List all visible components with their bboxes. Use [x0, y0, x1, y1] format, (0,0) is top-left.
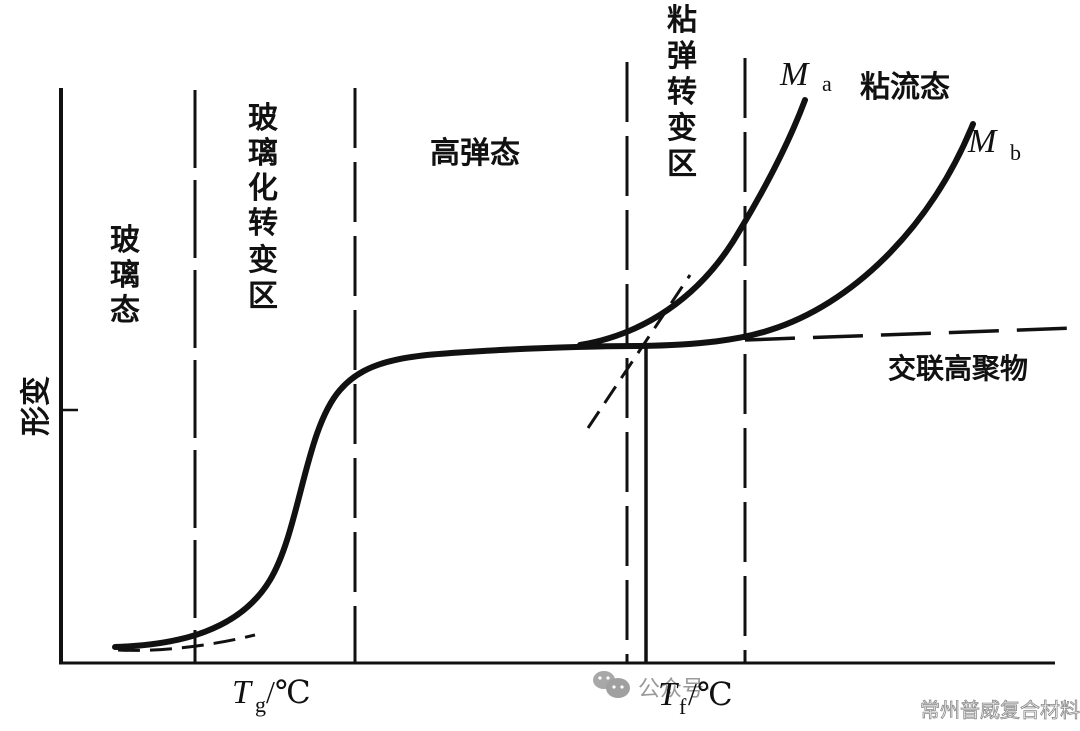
- svg-text:a: a: [822, 71, 832, 96]
- crosslinked-plateau: [744, 326, 1076, 342]
- label-glassy: 玻 璃 态: [110, 223, 140, 328]
- glassy-tangent: [117, 633, 256, 652]
- main-curve: [112, 343, 643, 650]
- svg-text:区: 区: [667, 147, 697, 182]
- svg-text:璃: 璃: [110, 258, 140, 293]
- wechat-icon: [593, 671, 630, 698]
- svg-text:公众号·: 公众号·: [638, 677, 711, 702]
- svg-text:b: b: [1010, 140, 1021, 165]
- svg-text:转: 转: [248, 206, 278, 241]
- label-crosslinked: 交联高聚物: [888, 352, 1028, 385]
- svg-text:态: 态: [110, 293, 140, 328]
- svg-text:f: f: [679, 694, 687, 719]
- svg-text:M: M: [779, 56, 810, 93]
- curve-ma: [577, 97, 808, 348]
- label-rubbery: 高弹态: [430, 136, 520, 171]
- svg-text:玻: 玻: [248, 101, 278, 136]
- svg-text:变: 变: [248, 243, 278, 278]
- svg-text:玻: 玻: [110, 223, 140, 258]
- svg-text:区: 区: [248, 279, 278, 314]
- label-mb: M b: [967, 123, 1021, 165]
- svg-text:变: 变: [667, 111, 697, 146]
- svg-text:弹: 弹: [667, 39, 697, 74]
- svg-text:转: 转: [667, 75, 697, 110]
- svg-text:M: M: [967, 123, 998, 160]
- wechat-watermark: 公众号·: [593, 671, 711, 702]
- x-label-tf: T f /℃: [658, 676, 733, 719]
- svg-text:化: 化: [248, 171, 278, 206]
- curve-mb: [637, 121, 976, 349]
- svg-text:璃: 璃: [248, 136, 278, 171]
- brand-watermark: 常州普威复合材料: [920, 698, 1080, 722]
- y-axis-label: 形变: [19, 376, 54, 436]
- svg-text:g: g: [255, 692, 266, 717]
- label-viscoelastic-transition: 粘 弹 转 变 区: [667, 3, 697, 182]
- svg-text:/℃: /℃: [688, 676, 733, 712]
- svg-text:粘: 粘: [667, 3, 697, 38]
- svg-text:/℃: /℃: [266, 674, 311, 710]
- label-glass-transition: 玻 璃 化 转 变 区: [248, 101, 278, 314]
- svg-text:T: T: [658, 676, 679, 713]
- label-ma: M a: [779, 56, 832, 96]
- x-label-tg: T g /℃: [232, 674, 311, 717]
- svg-text:T: T: [232, 674, 253, 711]
- label-viscous-flow: 粘流态: [860, 70, 950, 105]
- ma-tangent: [586, 274, 692, 429]
